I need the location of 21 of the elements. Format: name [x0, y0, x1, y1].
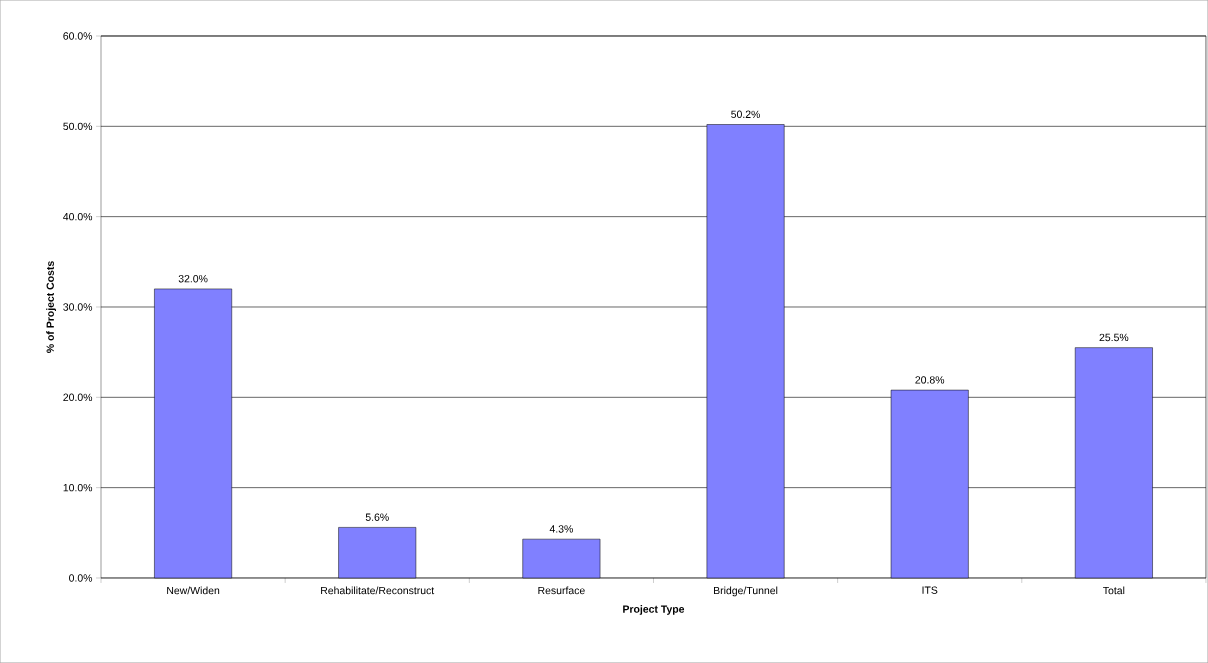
y-tick-label: 20.0% [63, 393, 93, 402]
data-label: 32.0% [178, 275, 208, 283]
x-tick-label: Bridge/Tunnel [714, 586, 778, 597]
x-tick-label: ITS [922, 586, 938, 594]
y-tick-label: 0.0% [69, 574, 93, 582]
data-label: 25.5% [1099, 333, 1129, 342]
y-tick-label: 60.0% [63, 32, 93, 40]
data-label: 20.8% [915, 376, 945, 384]
x-tick-label: Total [1103, 586, 1125, 595]
data-label: 50.2% [731, 110, 760, 119]
y-tick-label: 30.0% [63, 303, 93, 311]
x-axis-title: Project Type [623, 605, 685, 615]
x-tick-label: Resurface [538, 586, 585, 595]
y-tick-label: 40.0% [63, 212, 93, 221]
y-axis-title: % of Project Costs [46, 261, 56, 353]
data-label: 5.6% [365, 513, 389, 521]
x-tick-label: New/Widen [167, 586, 220, 595]
y-tick-label: 50.0% [63, 122, 93, 131]
y-tick-label: 10.0% [63, 483, 93, 492]
data-label: 4.3% [549, 525, 573, 533]
x-tick-label: Rehabilitate/Reconstruct [321, 586, 435, 595]
